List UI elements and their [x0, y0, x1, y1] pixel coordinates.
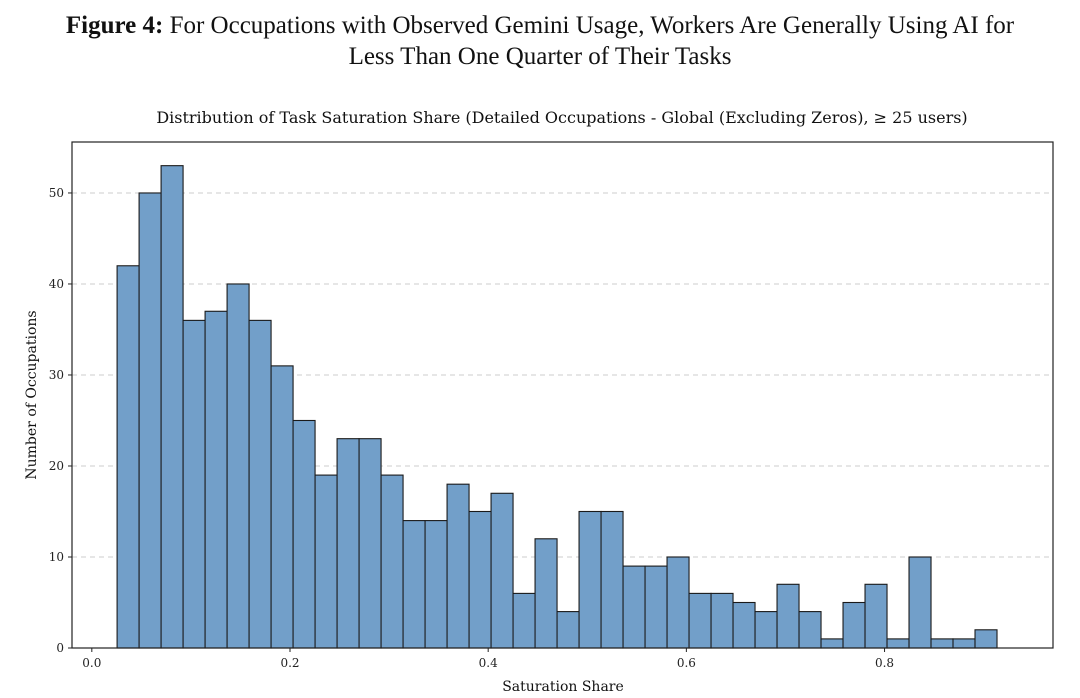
histogram-bar	[358, 438, 382, 649]
histogram-bar	[666, 556, 690, 649]
histogram-bar	[512, 592, 536, 649]
histogram-bar	[468, 510, 492, 649]
x-tick-label: 0.8	[875, 656, 894, 670]
histogram-bar	[182, 319, 206, 649]
histogram-bar	[776, 583, 800, 649]
histogram-bar	[138, 192, 162, 649]
histogram-bar	[974, 629, 998, 649]
y-tick-label: 40	[49, 277, 64, 291]
histogram-bar	[336, 438, 360, 649]
histogram-bar	[930, 638, 954, 649]
x-tick-label: 0.4	[479, 656, 498, 670]
y-tick-label: 30	[49, 368, 64, 382]
histogram-bar	[380, 474, 404, 649]
histogram-bar	[688, 592, 712, 649]
histogram-bar	[842, 601, 866, 649]
y-tick-label: 50	[49, 186, 64, 200]
x-axis-ticks: 0.0 0.2 0.4 0.6 0.8	[82, 648, 894, 670]
histogram-bar	[952, 638, 976, 649]
histogram-bar	[820, 638, 844, 649]
histogram-bar	[248, 319, 272, 649]
figure-title-part-1: For Occupations with Observed Gemini Usa…	[169, 12, 1015, 39]
histogram-bar	[732, 601, 756, 649]
histogram-bar	[490, 492, 514, 649]
y-tick-label: 10	[49, 550, 64, 564]
x-axis-label: Saturation Share	[502, 679, 624, 695]
plot-frame	[71, 141, 1054, 649]
histogram-bar	[908, 556, 932, 649]
y-tick-label: 20	[49, 459, 64, 473]
figure-title-part-2: Less Than One Quarter of Their Tasks	[348, 43, 732, 70]
figure-caption: Figure 4: For Occupations with Observed …	[0, 10, 1080, 72]
histogram-bar	[116, 265, 140, 649]
histogram-bar	[798, 611, 822, 649]
y-axis-label: Number of Occupations	[24, 310, 40, 479]
histogram-bar	[644, 565, 668, 649]
histogram-bar	[556, 611, 580, 649]
histogram-bar	[622, 565, 646, 649]
histogram-bar	[886, 638, 910, 649]
histogram-bars	[116, 165, 998, 649]
x-tick-label: 0.0	[82, 656, 101, 670]
y-tick-label: 0	[56, 641, 64, 655]
histogram-bar	[754, 611, 778, 649]
histogram-bar	[710, 592, 734, 649]
histogram-bar	[314, 474, 338, 649]
histogram-bar	[578, 510, 602, 649]
chart-title: Distribution of Task Saturation Share (D…	[156, 108, 967, 127]
histogram-bar	[600, 510, 624, 649]
histogram-bar	[204, 310, 228, 649]
histogram-bar	[424, 520, 448, 649]
x-tick-label: 0.2	[280, 656, 299, 670]
histogram-bar	[226, 283, 250, 649]
x-tick-label: 0.6	[677, 656, 696, 670]
histogram-bar	[270, 365, 294, 649]
caption-line-1: Figure 4: For Occupations with Observed …	[0, 10, 1080, 41]
histogram-bar	[292, 419, 316, 649]
histogram-bar	[446, 483, 470, 649]
histogram-bar	[160, 165, 184, 649]
histogram-bar	[864, 583, 888, 649]
histogram-bar	[402, 520, 426, 649]
figure-label: Figure 4:	[65, 12, 164, 39]
y-axis-ticks: 0 10 20 30 40 50	[49, 186, 72, 655]
histogram-bar	[534, 538, 558, 649]
